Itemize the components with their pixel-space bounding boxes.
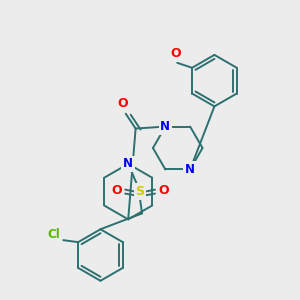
Text: O: O bbox=[159, 184, 169, 197]
Text: O: O bbox=[170, 47, 181, 60]
Text: O: O bbox=[117, 97, 128, 110]
Text: N: N bbox=[160, 120, 170, 133]
Text: N: N bbox=[123, 158, 133, 170]
Text: O: O bbox=[111, 184, 122, 197]
Text: N: N bbox=[185, 163, 195, 176]
Text: Cl: Cl bbox=[47, 228, 60, 241]
Text: S: S bbox=[136, 185, 145, 198]
